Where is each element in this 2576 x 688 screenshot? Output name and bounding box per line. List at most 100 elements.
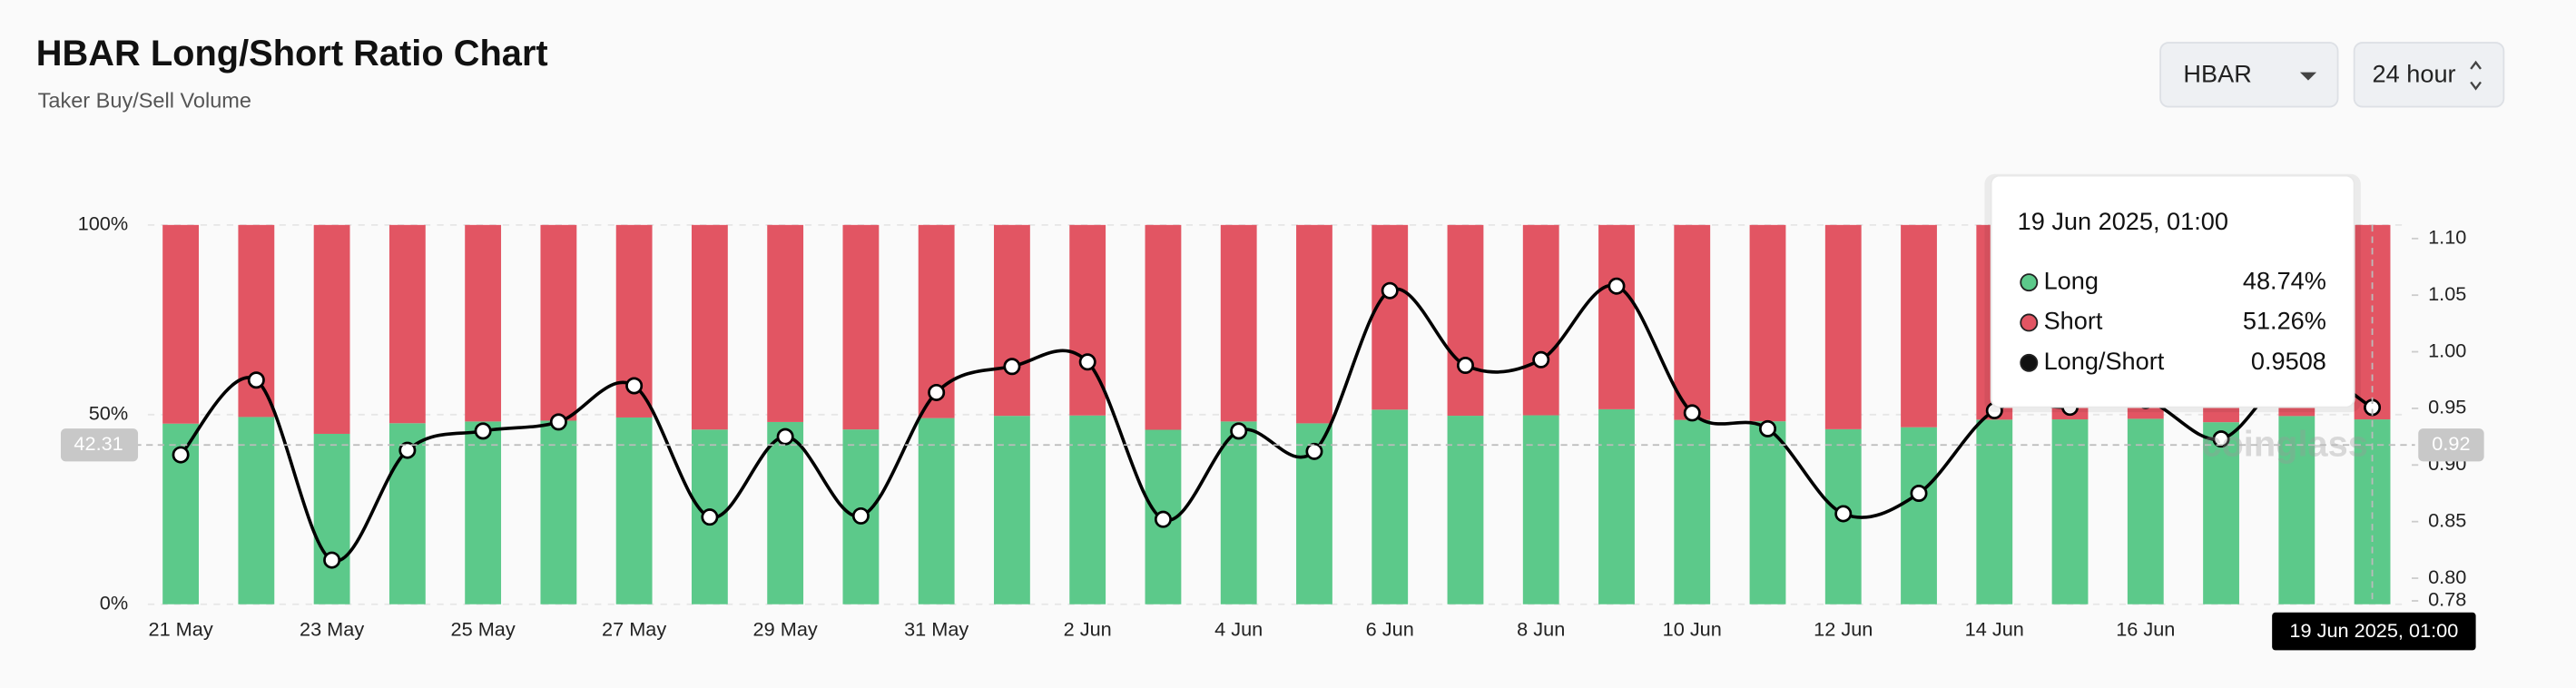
bar-long [2127, 418, 2164, 604]
ratio-point [398, 441, 417, 459]
bar-long [540, 420, 577, 604]
tooltip-box [1990, 174, 2355, 408]
x-tick-label: 12 Jun [1814, 617, 1873, 640]
bar-short [1145, 224, 1182, 430]
x-tick-label: 8 Jun [1517, 617, 1565, 640]
subtitle: Taker Buy/Sell Volume [38, 88, 251, 112]
bar-long [918, 418, 955, 604]
bar-short [388, 224, 426, 424]
ratio-point [928, 383, 946, 401]
bar-long [1901, 427, 1937, 604]
legend-dot [2020, 313, 2039, 332]
bar-short [313, 224, 350, 434]
y2-tick-label: 1.05 [2428, 282, 2466, 305]
x-tick-label: 31 May [904, 617, 968, 640]
y2-tick-label: 0.80 [2428, 565, 2466, 588]
bar-short [1447, 224, 1484, 417]
interval-select[interactable]: 24 hour [2353, 42, 2505, 108]
x-tick-label: 27 May [602, 617, 666, 640]
crosshair-y2-label: 0.92 [2432, 432, 2470, 455]
bar-long [1069, 415, 1106, 604]
bar-long [2051, 419, 2089, 604]
bar-short [1069, 224, 1106, 416]
select-text[interactable]: HBAR [2183, 59, 2251, 87]
ratio-point [323, 551, 341, 569]
select-text[interactable]: 24 hour [2373, 59, 2456, 87]
bar-short [162, 224, 200, 424]
bar-short [540, 224, 577, 421]
ratio-point [474, 422, 492, 440]
crosshair-label-bg [60, 428, 139, 462]
plot: 0%50%100%0.780.800.850.900.951.001.051.1… [60, 173, 2484, 651]
bar-long [1674, 419, 1711, 604]
y-tick-label: 50% [89, 402, 128, 425]
ratio-point [1910, 484, 1928, 502]
bar-short [1674, 224, 1711, 420]
bar-long [2278, 416, 2315, 604]
bar-long [767, 421, 804, 604]
y2-tick-label: 1.00 [2428, 339, 2466, 361]
select-box[interactable] [2353, 42, 2505, 108]
ratio-point [1154, 510, 1172, 528]
y2-tick-label: 0.95 [2428, 396, 2466, 418]
bar-long [1447, 416, 1484, 604]
bar-long [1522, 415, 1559, 604]
ratio-point [1456, 357, 1474, 375]
sort-icon [2470, 60, 2482, 91]
tooltip-name: Long/Short [2044, 347, 2165, 375]
ratio-point [1305, 442, 1323, 460]
ratio-point [776, 428, 794, 446]
bar-short [1749, 224, 1786, 422]
bar-long [1598, 408, 1635, 604]
bar-short [465, 224, 502, 422]
y2-tick-label: 0.78 [2428, 588, 2466, 611]
x-tick-label: 10 Jun [1663, 617, 1722, 640]
bar-long [2203, 422, 2239, 604]
ratio-point [1759, 419, 1777, 437]
page-title: HBAR Long/Short Ratio Chart [36, 34, 548, 74]
bar-long [994, 416, 1030, 604]
ratio-point [701, 508, 719, 526]
tooltip-value: 0.9508 [2251, 347, 2326, 375]
x-tick-label: 16 Jun [2116, 617, 2175, 640]
y2-tick-label: 0.85 [2428, 508, 2466, 531]
bar-short [842, 224, 880, 430]
ratio-point [851, 506, 870, 525]
bar-short [1598, 224, 1635, 409]
bar-long [313, 433, 350, 604]
ratio-point [1683, 404, 1701, 422]
bar-short [1220, 224, 1257, 422]
y-tick-label: 0% [100, 591, 128, 614]
ratio-point [2212, 430, 2230, 448]
ratio-point [172, 446, 190, 464]
dropdown-arrow [2299, 72, 2317, 81]
x-tick-label: 21 May [148, 617, 212, 640]
tooltip: 19 Jun 2025, 01:00 Long 48.74% Short 51.26% L… [1984, 173, 2361, 413]
bar-long [465, 421, 502, 604]
bar-short [767, 224, 804, 422]
bar-long [238, 417, 275, 604]
ratio-point [1608, 277, 1626, 295]
y-tick-label: 100% [78, 212, 129, 235]
bar-short [1296, 224, 1332, 424]
bar-long [1220, 421, 1257, 604]
ratio-point [247, 371, 265, 389]
crosshair-x-label: 19 Jun 2025, 01:00 [2289, 619, 2458, 642]
x-tick-label: 23 May [300, 617, 364, 640]
bar-short [1522, 224, 1559, 416]
x-tick-label: 4 Jun [1214, 617, 1263, 640]
symbol-select[interactable]: HBAR [2159, 42, 2339, 108]
x-tick-label: 29 May [753, 617, 818, 640]
ratio-point [1381, 281, 1399, 300]
ratio-point [549, 413, 567, 431]
tooltip-name: Short [2044, 307, 2103, 335]
bar-short [691, 224, 728, 430]
tooltip-value: 48.74% [2243, 266, 2326, 294]
select-box[interactable] [2159, 42, 2339, 108]
bar-short [1372, 224, 1409, 410]
bar-long [1976, 419, 2013, 604]
x-tick-label: 2 Jun [1064, 617, 1112, 640]
bar-long [1372, 409, 1409, 604]
x-tick-label: 14 Jun [1965, 617, 2024, 640]
